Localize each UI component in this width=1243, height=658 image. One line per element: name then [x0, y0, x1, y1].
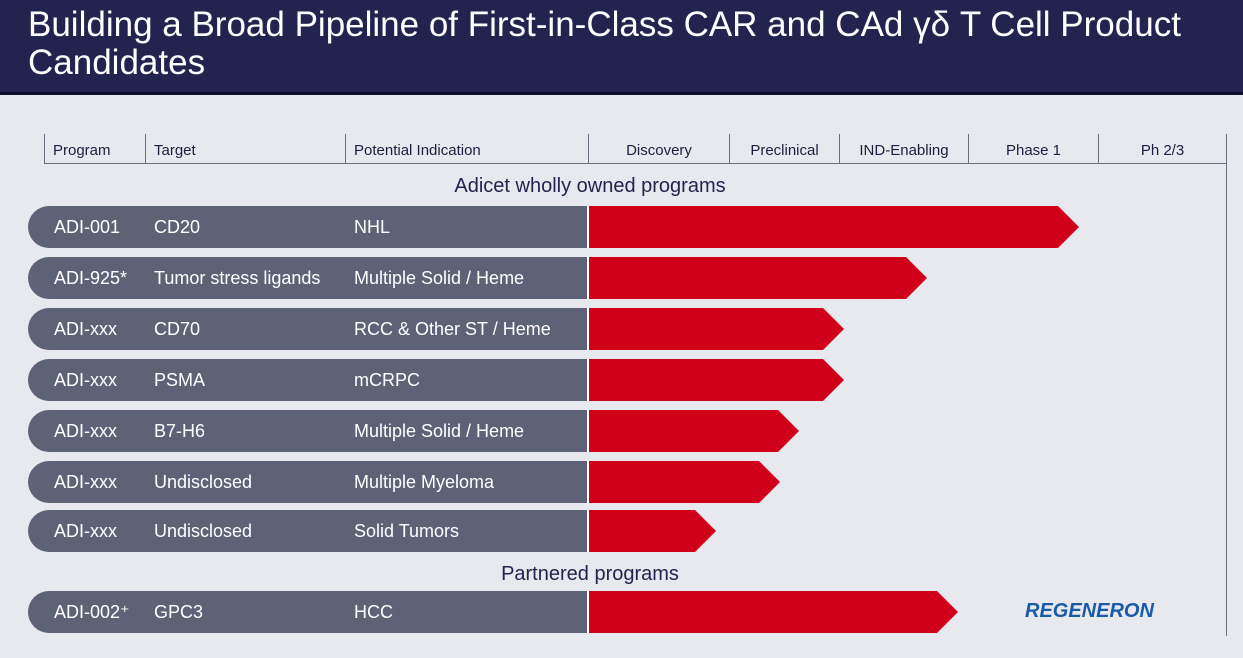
program-target: Undisclosed	[154, 472, 253, 492]
program-info-pill	[28, 510, 587, 552]
program-indication: mCRPC	[354, 370, 420, 390]
progress-arrow	[589, 308, 844, 350]
column-header-ind-enabling: IND-Enabling	[839, 134, 968, 164]
column-header-discovery: Discovery	[588, 134, 729, 164]
row-separator	[587, 257, 589, 299]
header-divider	[44, 163, 1227, 164]
program-indication: Multiple Myeloma	[354, 472, 495, 492]
program-indication: Multiple Solid / Heme	[354, 268, 525, 288]
program-name: ADI-002⁺	[54, 602, 130, 622]
program-info-pill	[28, 206, 587, 248]
program-indication: RCC & Other ST / Heme	[354, 319, 551, 339]
program-target: B7-H6	[154, 421, 206, 441]
program-info-pill	[28, 591, 587, 633]
row-separator	[587, 308, 589, 350]
program-name: ADI-xxx	[54, 319, 117, 339]
program-indication: HCC	[354, 602, 393, 622]
program-target: Tumor stress ligands	[154, 268, 321, 288]
title-bar: Building a Broad Pipeline of First-in-Cl…	[0, 0, 1243, 95]
program-indication: Solid Tumors	[354, 521, 460, 541]
column-header-program: Program	[44, 134, 145, 164]
section-title-partnered: Partnered programs	[501, 563, 679, 585]
program-info-pill	[28, 308, 587, 350]
program-info-pill	[28, 359, 587, 401]
table-right-border	[1226, 134, 1227, 636]
program-indication: Multiple Solid / Heme	[354, 421, 525, 441]
program-name: ADI-xxx	[54, 472, 117, 492]
column-header-indication: Potential Indication	[345, 134, 588, 164]
program-name: ADI-xxx	[54, 370, 117, 390]
progress-arrow	[589, 410, 799, 452]
program-name: ADI-xxx	[54, 521, 117, 541]
program-target: GPC3	[154, 602, 204, 622]
program-info-pill	[28, 410, 587, 452]
progress-arrow	[589, 461, 780, 503]
row-separator	[587, 206, 589, 248]
page-title: Building a Broad Pipeline of First-in-Cl…	[28, 5, 1181, 82]
column-header-preclinical: Preclinical	[729, 134, 839, 164]
progress-arrow	[589, 510, 716, 552]
program-indication: NHL	[354, 217, 391, 237]
column-header-phase-1: Phase 1	[968, 134, 1098, 164]
progress-arrow	[589, 359, 844, 401]
column-header-ph-2-3: Ph 2/3	[1098, 134, 1226, 164]
row-separator	[587, 461, 589, 503]
row-separator	[587, 591, 589, 633]
program-name: ADI-001	[54, 217, 121, 237]
program-target: CD70	[154, 319, 201, 339]
program-info-pill	[28, 257, 587, 299]
program-name: ADI-925*	[54, 268, 128, 288]
regeneron-logo: REGENERON	[1025, 600, 1154, 622]
progress-arrow	[589, 591, 958, 633]
progress-arrow	[589, 257, 927, 299]
program-target: PSMA	[154, 370, 206, 390]
program-target: CD20	[154, 217, 201, 237]
row-separator	[587, 359, 589, 401]
column-header-target: Target	[145, 134, 345, 164]
program-name: ADI-xxx	[54, 421, 117, 441]
row-separator	[587, 510, 589, 552]
row-separator	[587, 410, 589, 452]
program-info-pill	[28, 461, 587, 503]
progress-arrow	[589, 206, 1079, 248]
program-target: Undisclosed	[154, 521, 253, 541]
section-title-owned: Adicet wholly owned programs	[454, 175, 726, 197]
